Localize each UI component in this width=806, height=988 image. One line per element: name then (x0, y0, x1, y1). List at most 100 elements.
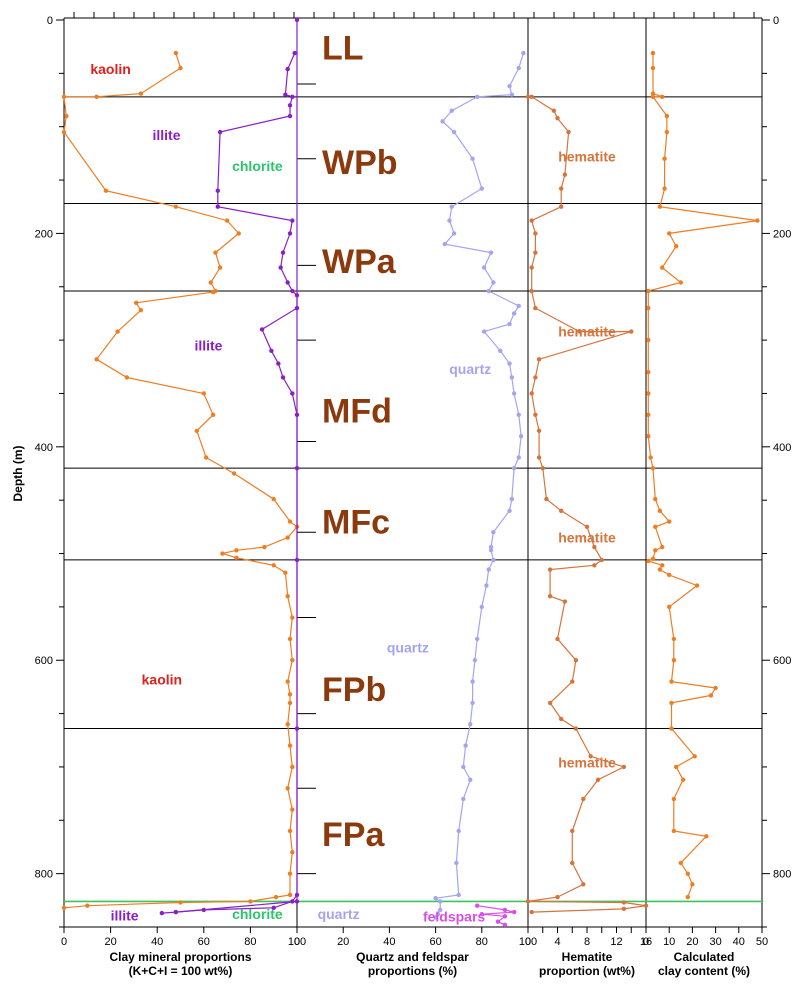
data-point-kaolin (290, 807, 295, 812)
data-point-hematite (555, 115, 560, 121)
data-point-kaolin (248, 899, 253, 904)
y-axis-label: Depth (m) (11, 446, 25, 502)
data-point-clay-content (755, 218, 760, 223)
data-point-quartz (484, 583, 489, 588)
x-tick-label-hematite: 16 (640, 936, 652, 948)
series-line-clay-content (646, 53, 758, 898)
data-point-kaolin (61, 129, 67, 135)
data-point-hematite (525, 899, 531, 904)
series-line-kaolin (63, 52, 298, 909)
data-point-kaolin (213, 250, 218, 255)
data-point-illite (290, 218, 295, 223)
data-point-kaolin (178, 65, 183, 71)
data-point-clay-content (667, 519, 672, 524)
data-point-clay-content (673, 244, 679, 249)
data-point-quartz (488, 548, 494, 553)
data-point-quartz (454, 860, 459, 866)
data-point-clay-content (653, 496, 658, 502)
data-point-quartz (479, 604, 484, 610)
data-point-hematite (533, 412, 538, 418)
data-point-feldspars (511, 909, 517, 915)
x-axis-label-quartz: Quartz and feldspar (356, 950, 469, 964)
data-point-hematite (525, 94, 531, 100)
series-annotation-illite: illite (194, 337, 222, 353)
data-point-kaolin (217, 265, 223, 270)
data-point-quartz (479, 186, 484, 191)
data-point-clay-content (650, 50, 656, 56)
data-point-hematite (536, 455, 542, 460)
data-point-clay-content (646, 391, 651, 396)
data-point-illite (278, 265, 283, 270)
series-annotation-quartz: quartz (449, 361, 491, 377)
data-point-kaolin (273, 894, 279, 900)
x-axis-label-clay: Clay mineral proportions (109, 950, 251, 964)
data-point-feldspars (495, 919, 501, 924)
data-point-hematite (555, 636, 560, 642)
x-axis-label-clay: (K+C+I = 100 wt%) (129, 964, 233, 978)
data-point-clay-content (669, 679, 674, 684)
data-point-quartz (472, 658, 478, 663)
series-annotation-quartz: quartz (387, 639, 429, 655)
data-point-kaolin (85, 903, 90, 908)
data-point-kaolin (287, 892, 293, 898)
data-point-illite (292, 50, 297, 56)
data-point-hematite (529, 288, 534, 294)
data-point-quartz (509, 375, 515, 380)
data-point-illite (287, 113, 293, 119)
data-point-quartz (509, 496, 515, 502)
data-point-clay-content (671, 658, 677, 663)
y-tick-label-left: 800 (35, 869, 53, 881)
y-tick-label-right: 400 (773, 442, 791, 454)
data-point-feldspars (502, 914, 508, 919)
data-point-quartz (481, 329, 487, 334)
data-point-hematite (536, 357, 542, 362)
data-point-kaolin (61, 94, 67, 100)
data-point-hematite (540, 465, 545, 471)
data-point-kaolin (201, 391, 206, 396)
x-tick-label-hematite: 8 (584, 936, 590, 948)
data-point-clay-content (704, 834, 709, 839)
x-axis-label-clay_content: Calculated (674, 950, 735, 964)
data-point-quartz (521, 50, 526, 56)
series-annotation-kaolin: kaolin (142, 671, 182, 687)
data-point-hematite (558, 508, 564, 514)
data-point-quartz (451, 231, 457, 236)
data-point-quartz (470, 679, 475, 684)
data-point-kaolin (271, 563, 276, 568)
x-tick-label-hematite: 12 (610, 936, 622, 948)
data-point-chlorite (173, 909, 179, 915)
data-point-clay-content (708, 693, 714, 698)
data-point-illite (280, 250, 286, 255)
data-point-hematite (529, 909, 534, 915)
data-point-hematite (592, 563, 597, 568)
data-point-clay-content (692, 754, 697, 759)
data-point-quartz (507, 321, 512, 327)
data-point-clay-content (664, 113, 670, 119)
data-point-kaolin (210, 289, 216, 295)
data-point-hematite (629, 329, 634, 334)
data-point-clay-content (650, 94, 656, 100)
x-tick-label-clay: 100 (288, 936, 306, 948)
data-point-hematite (592, 544, 597, 550)
data-point-kaolin (271, 496, 276, 502)
data-point-illite (285, 280, 290, 285)
data-point-hematite (547, 594, 553, 599)
data-point-quartz (449, 108, 454, 113)
data-point-illite (259, 327, 265, 332)
data-point-quartz (474, 636, 480, 642)
data-point-kaolin (285, 786, 290, 791)
data-point-quartz (449, 204, 454, 209)
data-point-illite (269, 348, 274, 353)
data-point-clay-content (660, 94, 665, 100)
data-point-hematite (536, 428, 542, 434)
data-point-feldspars (479, 911, 484, 917)
data-point-kaolin (287, 828, 293, 834)
data-point-clay-content (657, 508, 663, 514)
data-point-hematite (558, 716, 564, 722)
x-tick-label-clay: 60 (198, 936, 210, 948)
data-point-kaolin (61, 905, 67, 910)
data-point-kaolin (134, 300, 139, 305)
data-point-quartz (516, 65, 521, 71)
data-point-hematite (570, 860, 575, 866)
data-point-kaolin (287, 871, 293, 876)
